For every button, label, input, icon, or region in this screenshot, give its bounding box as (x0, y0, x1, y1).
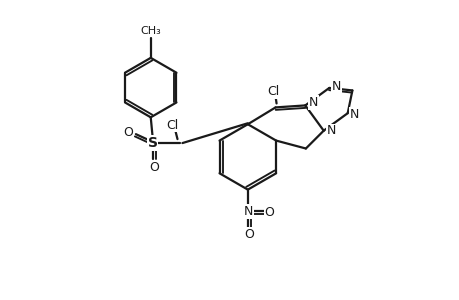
Text: Cl: Cl (166, 119, 178, 132)
Text: O: O (148, 161, 158, 174)
Text: Cl: Cl (267, 85, 279, 98)
Text: CH₃: CH₃ (140, 26, 161, 36)
Text: N: N (349, 108, 358, 121)
Text: O: O (243, 228, 253, 241)
Text: O: O (264, 206, 274, 219)
Text: O: O (123, 126, 133, 139)
Text: N: N (326, 124, 336, 137)
Text: S: S (147, 136, 157, 150)
Text: N: N (331, 80, 340, 93)
Text: N: N (244, 205, 253, 218)
Text: N: N (308, 96, 317, 109)
